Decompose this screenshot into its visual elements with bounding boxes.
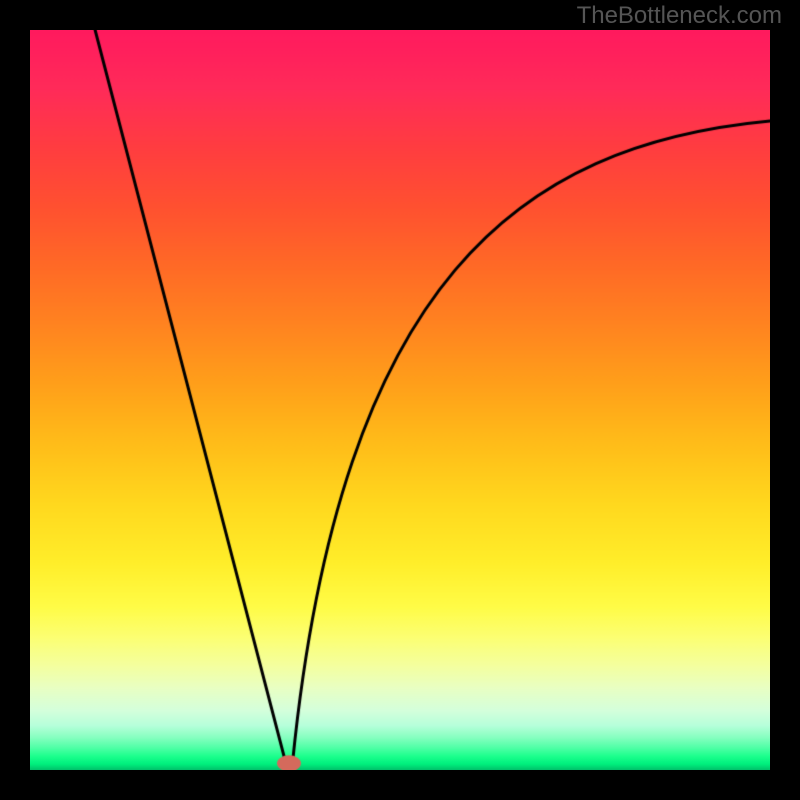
plot-area bbox=[30, 30, 770, 770]
chart-canvas bbox=[30, 30, 770, 770]
image-root: TheBottleneck.com bbox=[0, 0, 800, 800]
watermark-text: TheBottleneck.com bbox=[577, 2, 782, 30]
